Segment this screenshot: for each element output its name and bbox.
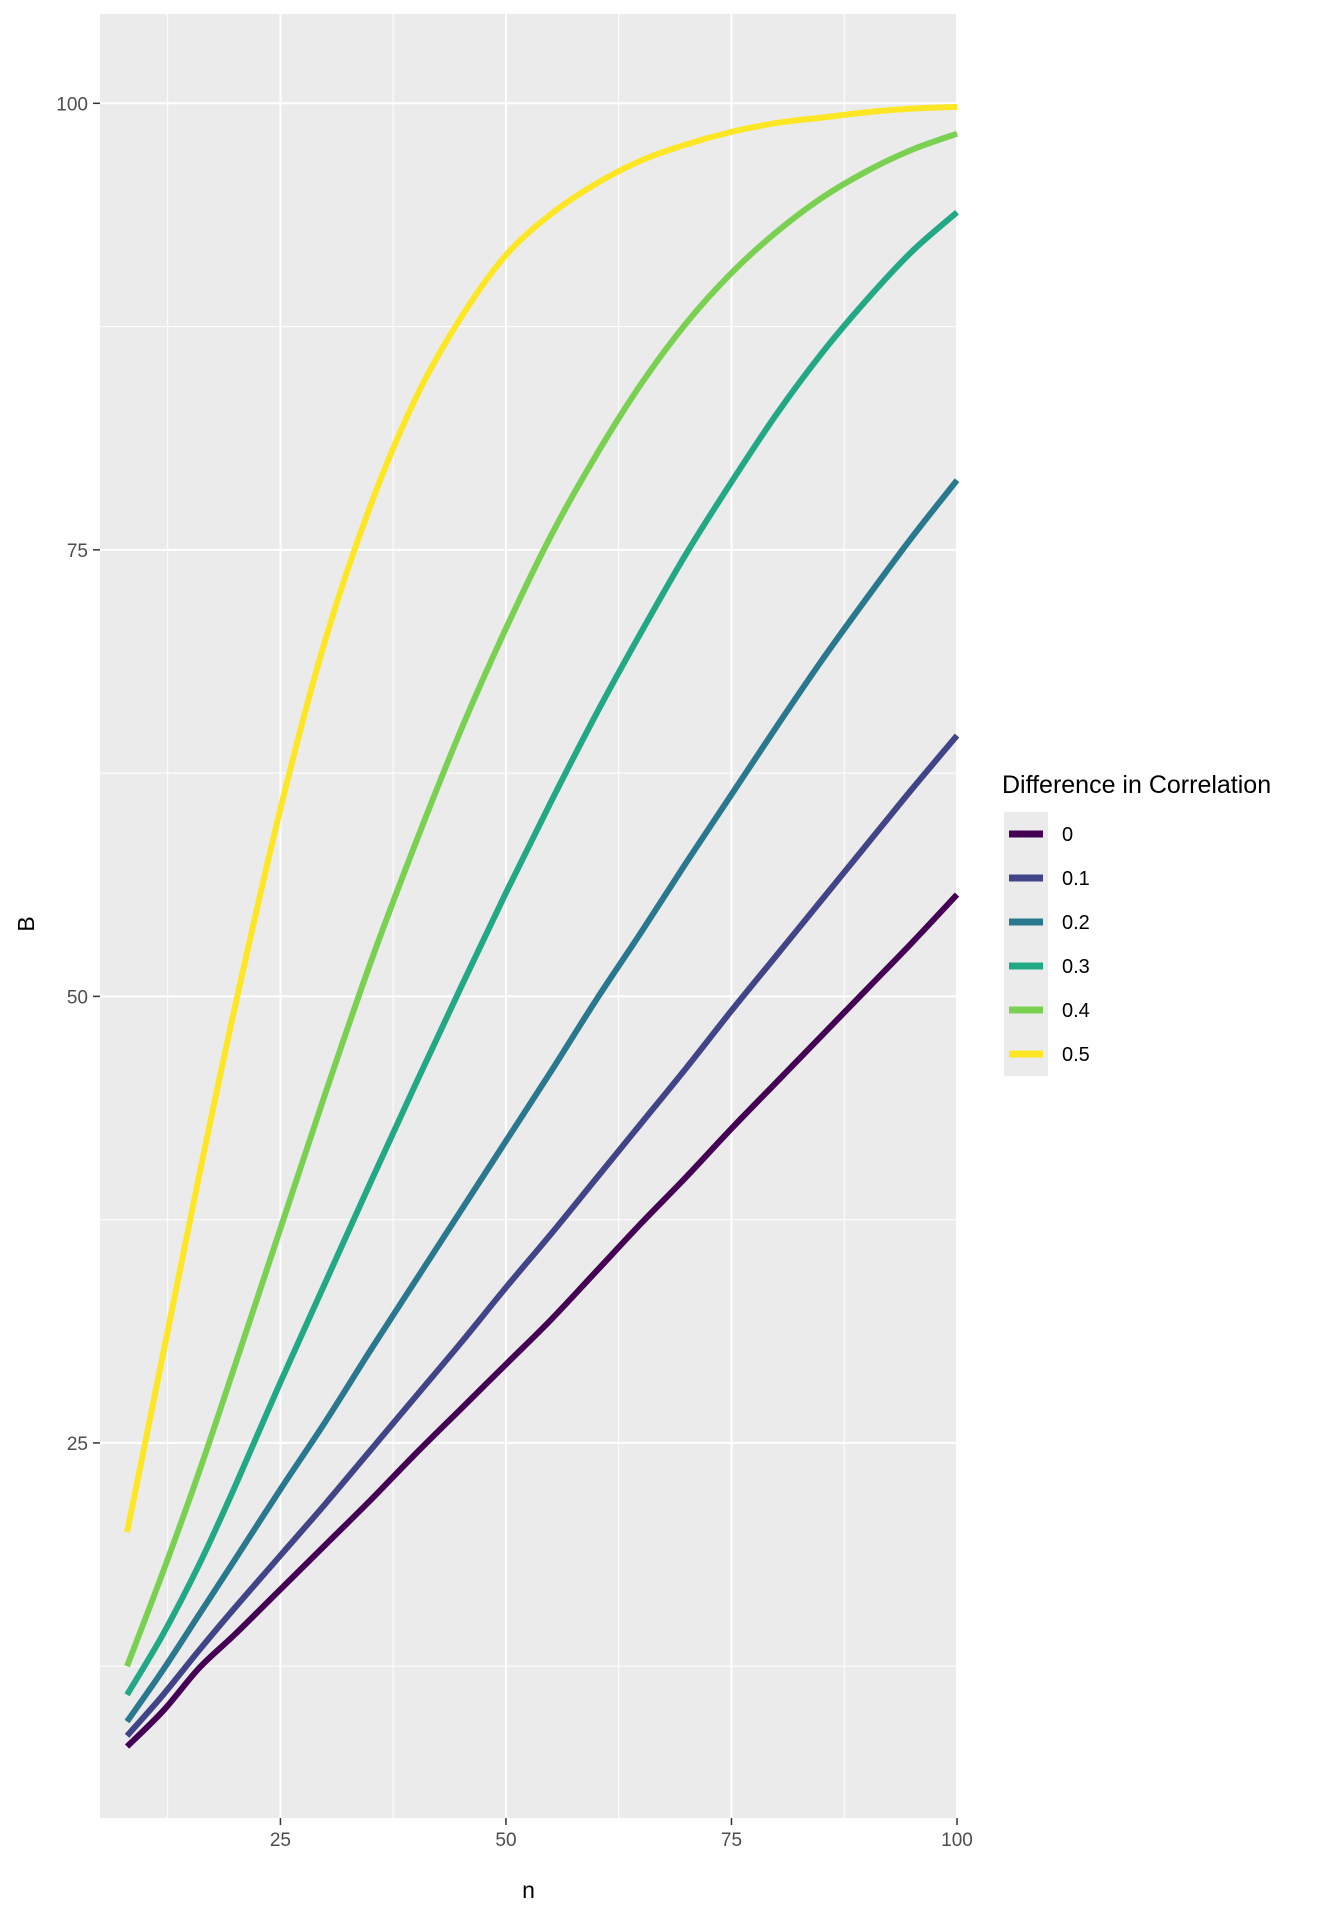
x-tick-label: 50 — [495, 1830, 516, 1851]
series-line-0.2 — [124, 478, 960, 1724]
plot-panel — [100, 14, 957, 1818]
series-line-0.3 — [124, 209, 959, 1697]
y-tick-label: 75 — [67, 541, 88, 562]
legend-label-0.5: 0.5 — [1062, 1044, 1090, 1066]
y-tick-label: 50 — [67, 987, 88, 1008]
legend-items: 0 0.1 0.2 0.3 0.4 0.5 — [1004, 812, 1090, 1076]
legend-label-0: 0 — [1062, 824, 1073, 846]
legend-label-0.4: 0.4 — [1062, 1000, 1090, 1022]
series-lines — [124, 103, 960, 1749]
legend-title: Difference in Correlation — [1002, 771, 1271, 799]
y-axis-title: B — [13, 916, 39, 931]
series-line-0.5 — [124, 103, 958, 1533]
axis-ticks — [93, 102, 958, 1825]
x-tick-label: 25 — [270, 1830, 291, 1851]
x-tick-label: 75 — [721, 1830, 742, 1851]
legend-label-0.3: 0.3 — [1062, 956, 1090, 978]
tick-labels: 25 50 75 100 25 50 75 100 — [56, 94, 973, 1851]
legend-label-0.2: 0.2 — [1062, 912, 1090, 934]
legend-label-0.1: 0.1 — [1062, 868, 1090, 890]
x-axis-title: n — [522, 1877, 535, 1903]
minor-gridlines — [100, 14, 957, 1818]
series-line-0.4 — [124, 130, 959, 1668]
y-tick-label: 25 — [67, 1434, 88, 1455]
series-line-0.1 — [124, 733, 960, 1738]
x-tick-label: 100 — [941, 1830, 973, 1851]
major-gridlines — [100, 14, 958, 1818]
y-tick-label: 100 — [56, 94, 88, 115]
series-line-0 — [124, 892, 960, 1749]
legend: Difference in Correlation 00.10.20.30.40… — [1002, 771, 1271, 1076]
